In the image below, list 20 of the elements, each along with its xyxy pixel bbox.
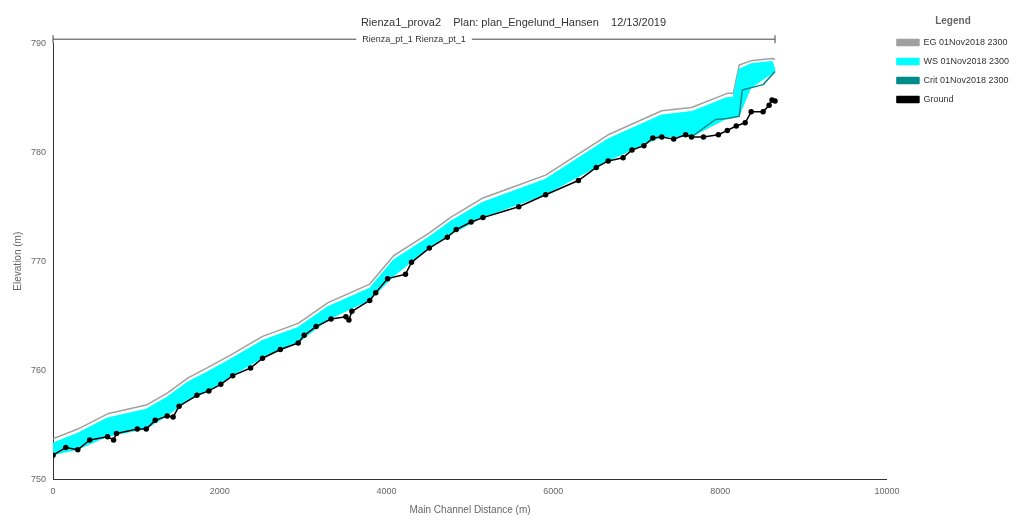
y-tick-label: 780: [30, 146, 47, 157]
x-tick-label: 10000: [874, 486, 900, 497]
annotation: Rienza_pt_1 Rienza_pt_1: [362, 33, 466, 44]
y-axis-title: Elevation (m): [11, 231, 23, 291]
y-tick-label: 790: [30, 37, 47, 48]
x-tick-label: 2000: [209, 486, 230, 497]
legend-label: EG 01Nov2018 2300: [923, 36, 1008, 47]
x-tick-label: 6000: [543, 486, 564, 497]
y-tick-label: 750: [30, 473, 47, 484]
x-tick-label: 8000: [710, 486, 731, 497]
x-tick-label: 0: [50, 486, 56, 497]
legend-label: WS 01Nov2018 2300: [923, 55, 1010, 66]
y-tick-label: 760: [30, 364, 47, 375]
legend-label: Crit 01Nov2018 2300: [923, 74, 1009, 85]
x-tick-label: 4000: [376, 486, 397, 497]
legend-title: Legend: [935, 14, 971, 26]
legend-label: Ground: [923, 93, 954, 104]
chart-title: Rienza1_prova2 Plan: plan_Engelund_Hansen 12/13/2019: [360, 15, 667, 28]
x-axis-title: Main Channel Distance (m): [409, 503, 531, 515]
y-tick-label: 770: [30, 255, 47, 266]
